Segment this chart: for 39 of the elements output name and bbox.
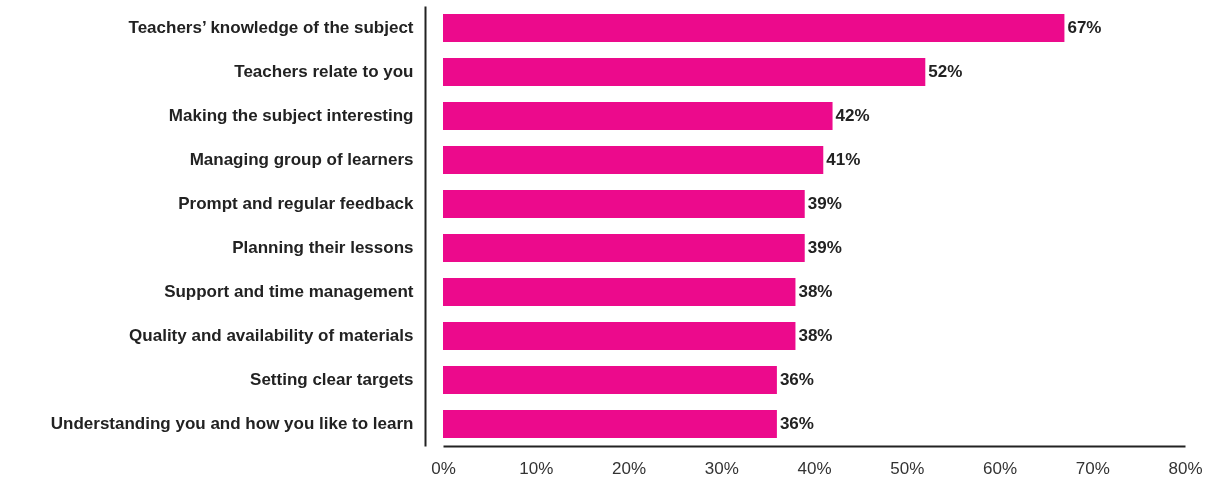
bar <box>443 277 796 307</box>
data-label: 52% <box>928 62 963 81</box>
data-label: 36% <box>779 370 814 389</box>
data-label: 39% <box>807 238 842 257</box>
y-tick-label: Setting clear targets <box>250 370 414 389</box>
data-label: 67% <box>1067 18 1102 37</box>
data-label: 38% <box>798 326 833 345</box>
x-tick-label: 10% <box>519 458 554 478</box>
x-tick-label: 50% <box>890 458 925 478</box>
x-tick-label: 60% <box>982 458 1018 478</box>
data-label: 42% <box>835 106 870 125</box>
bar <box>443 233 805 263</box>
data-label: 39% <box>807 194 842 213</box>
y-tick-label: Making the subject interesting <box>168 106 414 125</box>
y-tick-label: Quality and availability of materials <box>129 326 414 345</box>
x-tick-label: 0% <box>431 458 456 478</box>
bar <box>443 145 824 175</box>
data-label: 38% <box>798 282 833 301</box>
x-tick-label: 80% <box>1168 458 1203 478</box>
data-label: 36% <box>779 414 814 433</box>
x-tick-label: 70% <box>1075 458 1110 478</box>
bar <box>443 365 777 395</box>
bar <box>443 409 777 439</box>
y-tick-label: Teachers’ knowledge of the subject <box>128 18 414 37</box>
y-tick-label: Support and time management <box>164 282 414 301</box>
x-tick-label: 30% <box>704 458 739 478</box>
y-tick-label: Managing group of learners <box>189 150 414 169</box>
y-tick-label: Understanding you and how you like to learn <box>50 414 414 433</box>
x-tick-label: 40% <box>797 458 832 478</box>
bar <box>443 321 796 351</box>
data-label: 41% <box>826 150 861 169</box>
y-tick-label: Planning their lessons <box>232 238 414 257</box>
y-tick-label: Teachers relate to you <box>234 62 414 81</box>
bar <box>443 189 805 219</box>
bar <box>443 13 1065 43</box>
bar <box>443 101 833 131</box>
x-tick-label: 20% <box>611 458 647 478</box>
y-tick-label: Prompt and regular feedback <box>178 194 415 213</box>
bar <box>443 57 926 87</box>
